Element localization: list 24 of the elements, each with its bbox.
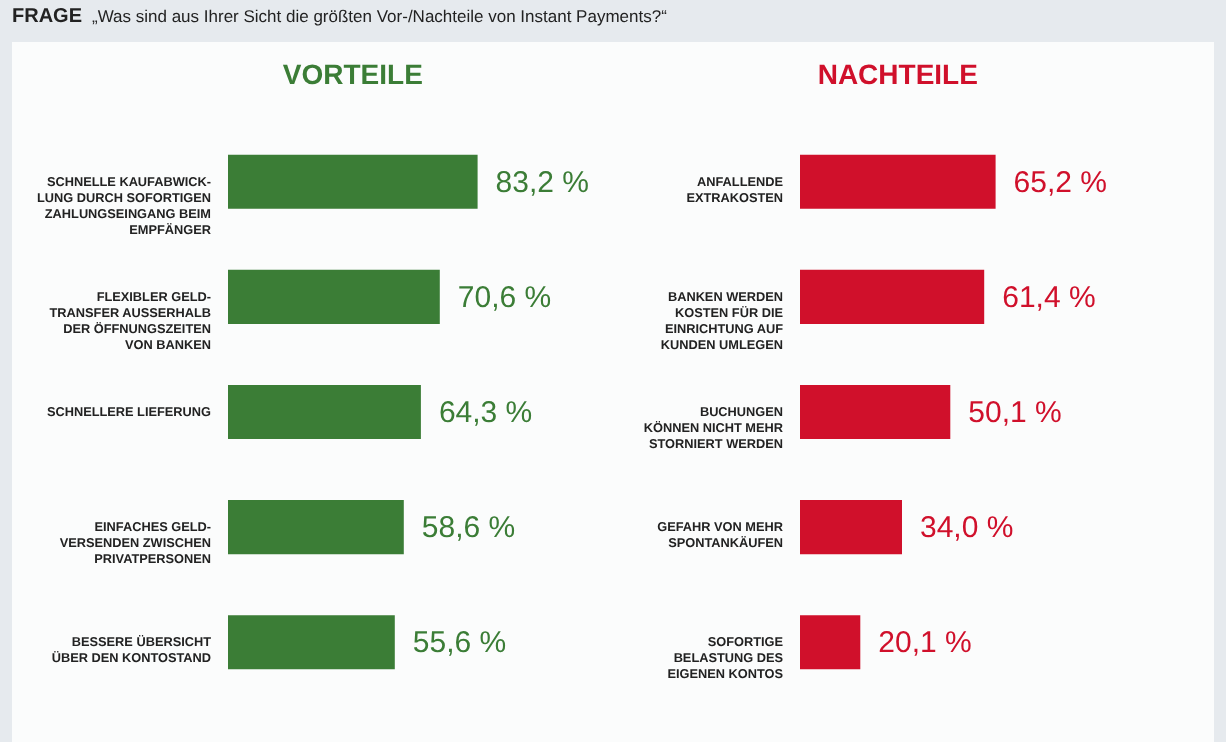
bar <box>228 615 395 670</box>
bar <box>800 500 902 555</box>
bar <box>800 269 985 324</box>
bar <box>800 154 996 209</box>
bar <box>228 500 404 555</box>
bar <box>228 154 478 209</box>
data-label: 58,6 % <box>421 511 516 546</box>
bar <box>800 615 861 670</box>
data-label: 83,2 % <box>495 165 590 200</box>
bar <box>228 384 421 440</box>
bar <box>228 269 440 324</box>
data-label: 20,1 % <box>878 626 972 661</box>
data-label: 50,1 % <box>968 396 1062 430</box>
data-label: 55,6 % <box>412 626 507 661</box>
data-label: 70,6 % <box>457 280 552 315</box>
data-label: 61,4 % <box>1002 280 1096 315</box>
text: FRAGE <box>12 6 82 28</box>
text: „Was sind aus Ihrer Sicht die größten Vor-/Nachteile von Instant Payments?“ <box>92 6 667 26</box>
data-label: 64,3 % <box>438 396 533 430</box>
chart-title: NACHTEILE <box>817 58 978 90</box>
data-label: 65,2 % <box>1013 165 1108 200</box>
chart-title: VORTEILE <box>282 58 423 90</box>
data-label: 34,0 % <box>920 511 1014 546</box>
bar <box>800 384 951 440</box>
